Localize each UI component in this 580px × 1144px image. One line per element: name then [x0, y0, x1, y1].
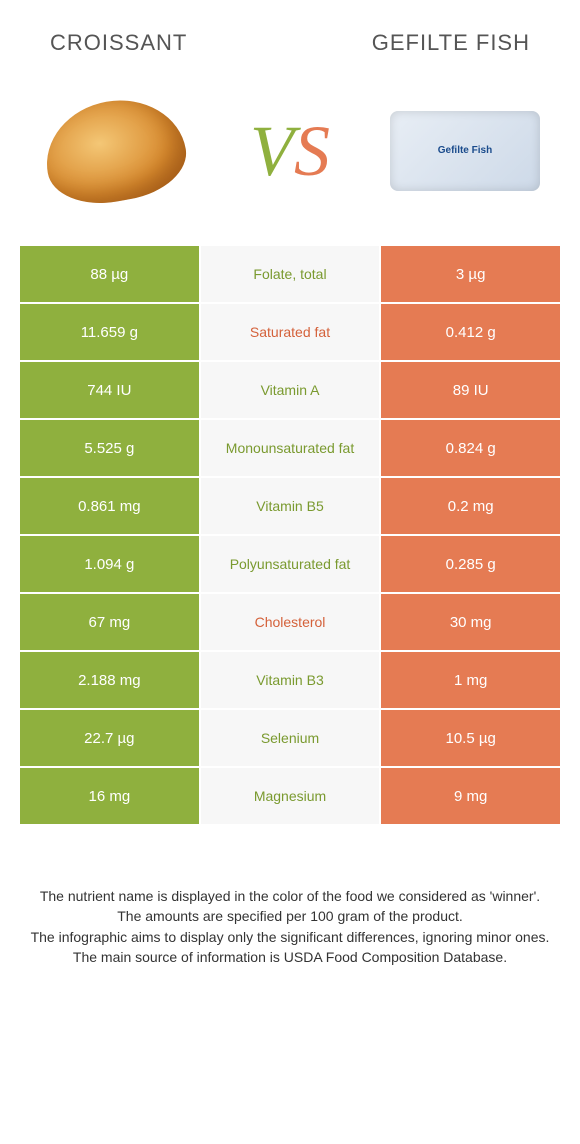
left-value: 22.7 µg — [20, 710, 199, 766]
footer-line-4: The main source of information is USDA F… — [30, 947, 550, 967]
nutrient-label: Monounsaturated fat — [201, 420, 380, 476]
right-value: 0.2 mg — [381, 478, 560, 534]
table-row: 11.659 gSaturated fat0.412 g — [20, 304, 560, 360]
table-row: 0.861 mgVitamin B50.2 mg — [20, 478, 560, 534]
header: CROISSANT GEFILTE FISH — [0, 0, 580, 76]
left-value: 5.525 g — [20, 420, 199, 476]
right-value: 10.5 µg — [381, 710, 560, 766]
right-value: 0.824 g — [381, 420, 560, 476]
table-row: 1.094 gPolyunsaturated fat0.285 g — [20, 536, 560, 592]
right-value: 0.285 g — [381, 536, 560, 592]
left-value: 16 mg — [20, 768, 199, 824]
title-left: CROISSANT — [50, 30, 187, 56]
right-value: 1 mg — [381, 652, 560, 708]
fish-package-label: Gefilte Fish — [438, 145, 492, 157]
croissant-icon — [37, 90, 192, 213]
right-value: 9 mg — [381, 768, 560, 824]
right-value: 89 IU — [381, 362, 560, 418]
nutrient-label: Folate, total — [201, 246, 380, 302]
gefilte-fish-image: Gefilte Fish — [380, 86, 550, 216]
comparison-table: 88 µgFolate, total3 µg11.659 gSaturated … — [20, 246, 560, 824]
nutrient-label: Selenium — [201, 710, 380, 766]
table-row: 88 µgFolate, total3 µg — [20, 246, 560, 302]
left-value: 1.094 g — [20, 536, 199, 592]
footer-line-1: The nutrient name is displayed in the co… — [30, 886, 550, 906]
table-row: 744 IUVitamin A89 IU — [20, 362, 560, 418]
fish-package-icon: Gefilte Fish — [390, 111, 540, 191]
nutrient-label: Vitamin A — [201, 362, 380, 418]
title-right: GEFILTE FISH — [372, 30, 530, 56]
left-value: 67 mg — [20, 594, 199, 650]
vs-v: V — [250, 111, 294, 191]
right-value: 0.412 g — [381, 304, 560, 360]
left-value: 744 IU — [20, 362, 199, 418]
left-value: 88 µg — [20, 246, 199, 302]
nutrient-label: Polyunsaturated fat — [201, 536, 380, 592]
footer-line-3: The infographic aims to display only the… — [30, 927, 550, 947]
table-row: 2.188 mgVitamin B31 mg — [20, 652, 560, 708]
table-row: 16 mgMagnesium9 mg — [20, 768, 560, 824]
vs-s: S — [294, 111, 330, 191]
nutrient-label: Saturated fat — [201, 304, 380, 360]
left-value: 11.659 g — [20, 304, 199, 360]
right-value: 30 mg — [381, 594, 560, 650]
table-row: 22.7 µgSelenium10.5 µg — [20, 710, 560, 766]
table-row: 67 mgCholesterol30 mg — [20, 594, 560, 650]
nutrient-label: Magnesium — [201, 768, 380, 824]
vs-label: VS — [250, 110, 330, 193]
croissant-image — [30, 86, 200, 216]
nutrient-label: Vitamin B5 — [201, 478, 380, 534]
nutrient-label: Cholesterol — [201, 594, 380, 650]
footer-notes: The nutrient name is displayed in the co… — [0, 826, 580, 967]
footer-line-2: The amounts are specified per 100 gram o… — [30, 906, 550, 926]
vs-row: VS Gefilte Fish — [0, 76, 580, 246]
table-row: 5.525 gMonounsaturated fat0.824 g — [20, 420, 560, 476]
nutrient-label: Vitamin B3 — [201, 652, 380, 708]
right-value: 3 µg — [381, 246, 560, 302]
left-value: 0.861 mg — [20, 478, 199, 534]
left-value: 2.188 mg — [20, 652, 199, 708]
